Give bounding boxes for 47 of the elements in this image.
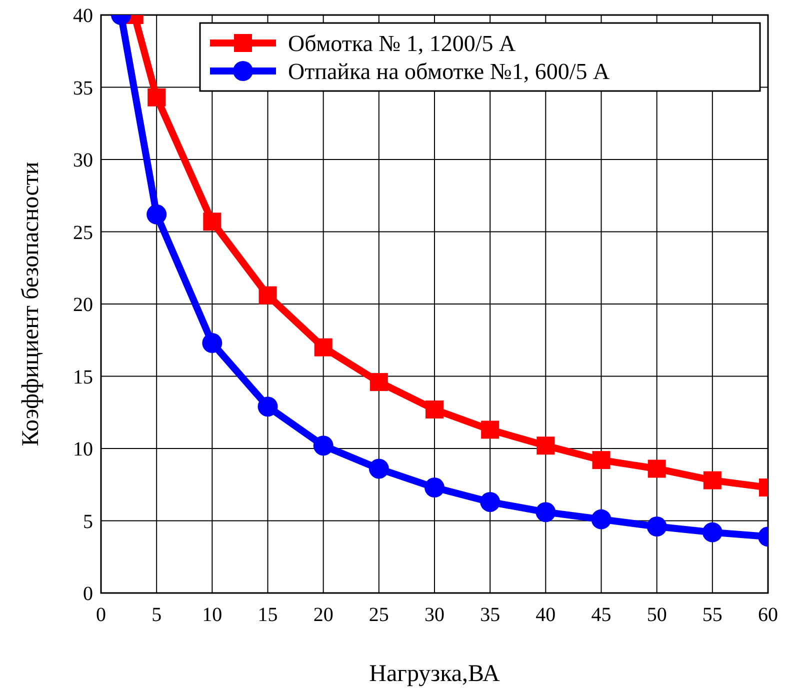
point xyxy=(258,286,277,304)
point xyxy=(481,420,500,439)
point xyxy=(203,212,222,231)
x-tick-label: 35 xyxy=(480,604,500,626)
x-tick-label: 60 xyxy=(758,604,778,626)
y-tick-label: 20 xyxy=(73,294,93,316)
y-tick-label: 25 xyxy=(73,222,93,244)
x-tick-label: 30 xyxy=(424,604,444,626)
x-tick-label: 15 xyxy=(258,604,278,626)
point xyxy=(426,400,444,418)
x-tick-label: 50 xyxy=(646,604,667,626)
x-tick-label: 25 xyxy=(368,604,389,626)
point xyxy=(592,451,610,470)
x-axis-title: Нагрузка,ВА xyxy=(369,661,501,687)
y-tick-label: 5 xyxy=(83,510,93,533)
x-tick-label: 45 xyxy=(591,604,612,626)
y-tick-label: 0 xyxy=(83,583,93,605)
y-tick-label: 35 xyxy=(73,77,93,100)
point xyxy=(148,88,166,106)
x-tick-label: 10 xyxy=(202,604,222,626)
y-tick-label: 15 xyxy=(73,366,93,388)
y-axis-title: Коэффициент безопасности xyxy=(18,162,44,446)
point xyxy=(313,436,334,456)
x-tick-label: 5 xyxy=(152,604,162,626)
point xyxy=(536,502,556,522)
legend-label: Обмотка № 1, 1200/5 А xyxy=(288,31,516,56)
point xyxy=(648,460,666,478)
y-tick-label: 10 xyxy=(73,438,93,460)
point xyxy=(591,509,612,530)
point xyxy=(646,516,667,537)
y-tick-label: 40 xyxy=(73,5,93,27)
point xyxy=(480,492,500,512)
point xyxy=(314,338,332,356)
x-tick-label: 55 xyxy=(702,604,722,626)
point xyxy=(202,333,222,354)
x-tick-label: 40 xyxy=(536,604,556,626)
x-tick-label: 20 xyxy=(313,604,334,626)
point xyxy=(703,471,722,490)
legend-label: Отпайка на обмотке №1, 600/5 А xyxy=(288,59,610,84)
point xyxy=(258,396,278,417)
y-tick-label: 30 xyxy=(73,150,93,172)
point xyxy=(536,436,555,455)
point xyxy=(370,373,388,392)
point xyxy=(146,204,167,224)
point xyxy=(368,458,389,479)
point xyxy=(702,522,722,542)
point xyxy=(424,478,444,498)
